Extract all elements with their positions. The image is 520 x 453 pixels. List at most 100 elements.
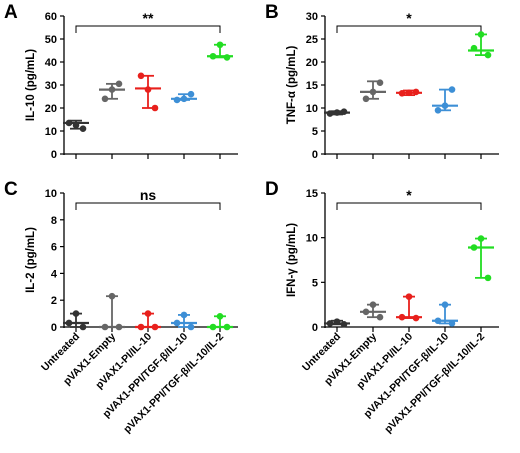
data-point [216, 312, 224, 320]
data-point [369, 88, 377, 96]
y-tick-label: 0 [51, 149, 57, 161]
y-axis-label: IL-10 (pg/mL) [25, 49, 37, 121]
panel-letter: D [265, 179, 279, 200]
data-point [405, 293, 413, 300]
data-point [223, 54, 231, 61]
data-point [115, 80, 123, 88]
significance-label: * [406, 10, 412, 26]
y-tick-label: 0 [312, 149, 318, 161]
data-point [180, 95, 188, 103]
significance-bracket [75, 25, 221, 33]
y-tick-label: 8 [51, 215, 57, 227]
significance-label: ** [143, 10, 154, 26]
group-3 [396, 88, 422, 97]
group-1 [63, 119, 89, 132]
group-2 [360, 301, 386, 321]
y-tick-label: 20 [306, 57, 318, 69]
data-point [412, 314, 420, 322]
data-point [216, 41, 224, 49]
significance-bracket [336, 25, 482, 33]
y-tick-label: 2 [51, 295, 57, 307]
group-5 [468, 31, 494, 59]
data-point [144, 86, 152, 93]
y-tick-label: 20 [45, 103, 57, 115]
data-point [101, 95, 109, 103]
data-point [340, 321, 348, 328]
data-point [470, 44, 478, 52]
data-point [340, 108, 348, 115]
data-point [477, 235, 485, 242]
data-point [137, 72, 145, 80]
data-point [441, 301, 449, 308]
data-point [434, 317, 442, 325]
data-point [376, 79, 384, 86]
data-point [441, 102, 449, 109]
panel-a: A IL-10 (pg/mL) 0 10 20 30 40 50 60 ** [4, 2, 238, 161]
data-point [405, 89, 413, 97]
data-point [398, 89, 406, 97]
y-tick-label: 4 [51, 268, 58, 280]
group-5 [207, 41, 233, 61]
data-point [326, 110, 334, 117]
y-tick-label: 60 [45, 11, 57, 23]
y-tick-label: 0 [51, 322, 57, 334]
data-point [223, 323, 231, 331]
y-tick-label: 0 [312, 322, 318, 334]
y-tick-label: 15 [306, 188, 318, 200]
group-5 [468, 235, 494, 282]
data-point [65, 319, 73, 327]
data-point [187, 323, 195, 331]
group-1 [324, 318, 350, 328]
data-point [173, 96, 181, 104]
y-axis-label: TNF-α (pg/mL) [286, 46, 298, 125]
data-point [151, 104, 159, 112]
data-point [376, 313, 384, 321]
group-2 [99, 80, 125, 103]
data-point [209, 323, 217, 331]
group-2 [360, 79, 386, 103]
data-point [333, 109, 341, 116]
significance-bracket [75, 202, 221, 210]
data-point [484, 51, 492, 59]
y-tick-label: 50 [45, 34, 57, 46]
data-point [173, 319, 181, 327]
group-4 [171, 90, 197, 104]
y-tick-label: 10 [45, 126, 57, 138]
y-tick-label: 10 [306, 233, 318, 245]
data-point [362, 95, 370, 103]
group-4 [432, 86, 458, 114]
y-tick-label: 15 [306, 80, 318, 92]
data-point [470, 244, 478, 251]
group-1 [324, 108, 350, 117]
data-point [448, 320, 456, 327]
significance-label: * [406, 187, 412, 203]
panel-letter: C [4, 179, 18, 200]
data-point [101, 323, 109, 331]
panel-letter: A [4, 2, 18, 23]
y-tick-label: 5 [312, 126, 318, 138]
data-point [144, 310, 152, 317]
data-point [72, 121, 80, 129]
data-point [180, 311, 188, 319]
y-tick-label: 6 [51, 242, 57, 254]
data-point [209, 52, 217, 60]
significance-label: ns [140, 187, 157, 203]
group-4 [171, 311, 197, 331]
data-point [412, 88, 420, 96]
data-point [79, 323, 87, 331]
data-point [362, 308, 370, 316]
data-point [72, 310, 80, 317]
data-point [187, 90, 195, 98]
data-point [333, 318, 341, 325]
data-point [369, 301, 377, 308]
data-point [79, 125, 87, 132]
panel-letter: B [265, 2, 279, 23]
data-point [108, 292, 116, 300]
y-tick-label: 5 [312, 277, 318, 289]
group-4 [432, 301, 458, 327]
data-point [151, 323, 159, 331]
data-point [398, 313, 406, 321]
y-tick-label: 10 [306, 103, 318, 115]
